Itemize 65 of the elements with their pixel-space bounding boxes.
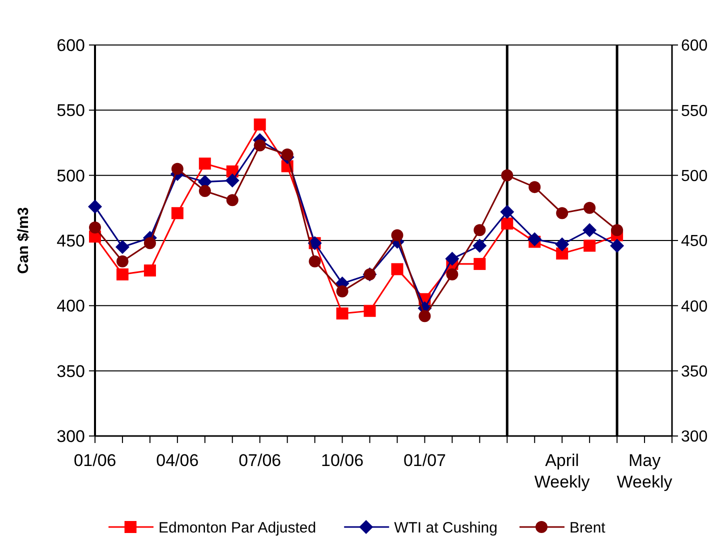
y2-tick-label: 300	[681, 428, 708, 446]
point	[474, 224, 486, 236]
point	[501, 169, 514, 182]
point	[226, 194, 238, 206]
point	[582, 223, 597, 238]
point	[528, 181, 541, 194]
point	[584, 202, 596, 214]
point	[88, 200, 102, 214]
point	[336, 307, 348, 320]
point	[528, 232, 542, 246]
x-tick-label: 07/06	[238, 451, 282, 470]
y-tick-label: 300	[56, 426, 85, 446]
y-tick-label: 600	[56, 36, 85, 55]
point	[364, 304, 376, 317]
point	[555, 237, 570, 252]
y-axis-title: Can $/m3	[15, 207, 32, 274]
point	[89, 221, 101, 234]
point	[500, 204, 514, 219]
point	[501, 218, 514, 230]
point	[116, 268, 128, 280]
x-tick-label: 10/06	[321, 451, 364, 470]
y-tick-label: 500	[56, 166, 85, 186]
point	[144, 237, 156, 250]
point	[556, 207, 568, 220]
point	[225, 174, 240, 188]
point	[308, 255, 321, 268]
x-tick-label: 04/06	[156, 451, 199, 470]
y2-tick-label: 400	[681, 298, 708, 316]
point	[446, 268, 458, 280]
legend-label: WTI at Cushing	[394, 519, 498, 536]
point	[171, 207, 184, 220]
point	[472, 238, 487, 253]
point	[144, 264, 156, 276]
y2-tick-label: 550	[681, 102, 708, 120]
y-tick-label: 550	[56, 101, 85, 120]
y2-tick-label: 500	[681, 168, 708, 185]
point	[584, 240, 596, 252]
y2-tick-label: 600	[681, 38, 708, 55]
point	[171, 162, 184, 175]
point	[391, 229, 404, 242]
point	[610, 238, 624, 253]
y-tick-label: 350	[56, 362, 85, 381]
point	[474, 258, 486, 270]
point	[391, 263, 404, 276]
legend-label: Edmonton Par Adjusted	[158, 519, 316, 536]
legend-label: Brent	[570, 519, 606, 536]
point	[611, 224, 624, 236]
point	[281, 148, 294, 160]
x-tick-label: 01/06	[74, 451, 116, 470]
point	[198, 184, 211, 197]
point	[336, 285, 348, 298]
point	[254, 139, 266, 152]
point	[115, 240, 130, 254]
y-tick-label: 450	[56, 231, 85, 250]
x-tick-label: 01/07	[403, 451, 446, 470]
x-tick-label: April Weekly	[534, 451, 590, 492]
x-tick-label: May Weekly	[616, 451, 673, 492]
y2-tick-label: 350	[681, 363, 708, 380]
point	[116, 255, 128, 268]
y2-tick-label: 450	[681, 233, 708, 250]
point	[254, 118, 266, 131]
point	[445, 252, 460, 266]
y-tick-label: 400	[56, 296, 85, 316]
point	[198, 158, 211, 170]
point	[418, 310, 431, 322]
